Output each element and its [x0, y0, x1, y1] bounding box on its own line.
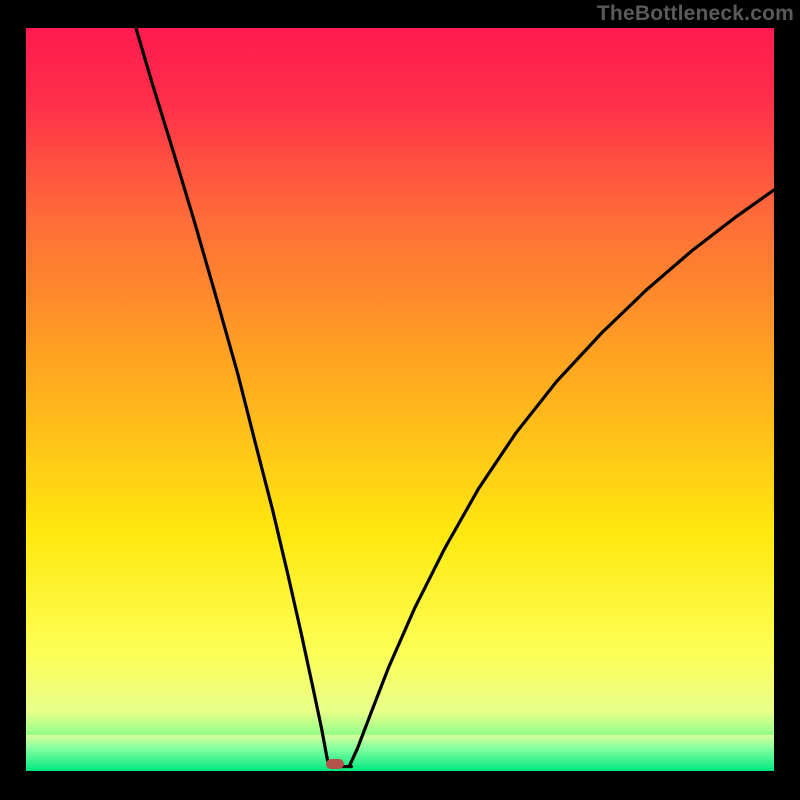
bottleneck-curve: [26, 28, 774, 771]
plot-area: [26, 28, 774, 771]
optimum-marker: [326, 759, 344, 769]
curve-path: [136, 28, 774, 767]
watermark-text: TheBottleneck.com: [597, 2, 794, 26]
